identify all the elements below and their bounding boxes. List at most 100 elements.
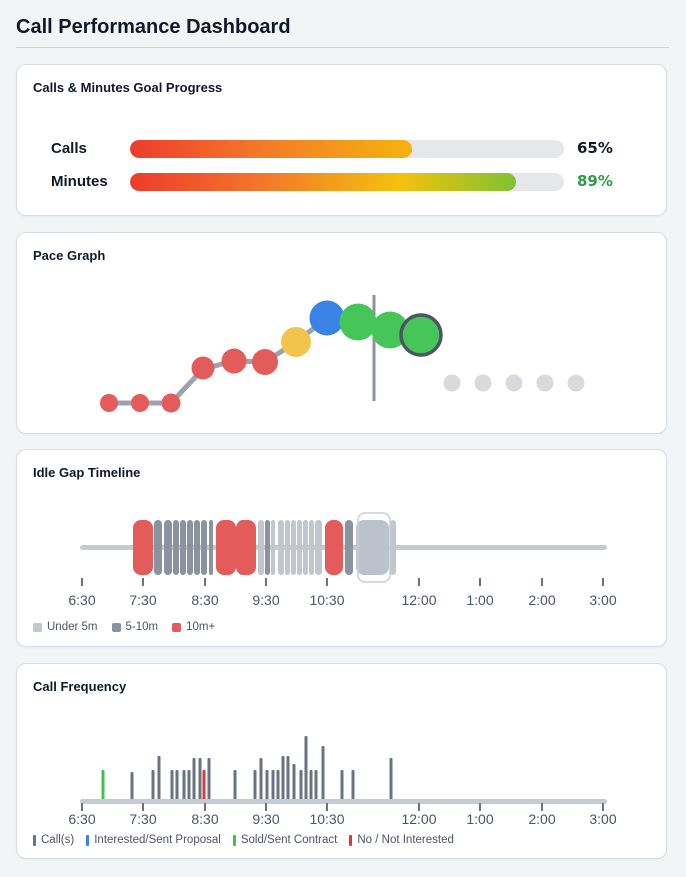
pace-graph-card: Pace Graph xyxy=(16,232,667,434)
legend-sold: Sold/Sent Contract xyxy=(232,834,338,846)
pace-point xyxy=(221,348,247,374)
idle-gap-segment xyxy=(265,520,270,575)
idle-gap-segment xyxy=(285,520,290,575)
idle-gap-segment xyxy=(164,520,172,575)
call-bar xyxy=(351,770,355,800)
axis-tick-label: 8:30 xyxy=(191,592,218,608)
call-frequency-legend: Call(s) Interested/Sent Proposal Sold/Se… xyxy=(33,834,454,846)
call-bar xyxy=(276,770,280,800)
minutes-label: Minutes xyxy=(51,173,108,190)
pace-point-future xyxy=(536,374,554,392)
axis-tick-label: 3:00 xyxy=(589,592,616,608)
pace-point xyxy=(161,393,181,413)
minutes-progress-fill xyxy=(130,173,517,191)
minutes-percent: 89% xyxy=(577,172,613,190)
legend-label: No / Not Interested xyxy=(357,834,454,846)
legend-5-10m: 5-10m xyxy=(111,621,158,633)
legend-swatch xyxy=(33,622,42,632)
axis-tick-label: 10:30 xyxy=(309,811,344,827)
pace-point xyxy=(100,394,118,412)
frequency-baseline xyxy=(80,799,607,804)
call-bar xyxy=(309,770,313,800)
call-bar xyxy=(265,770,269,800)
axis-tick-label: 1:00 xyxy=(466,592,493,608)
goal-progress-card: Calls & Minutes Goal Progress Calls 65% … xyxy=(16,64,667,216)
axis-tick-label: 9:30 xyxy=(252,592,279,608)
axis-tick-label: 8:30 xyxy=(191,811,218,827)
axis-tick-label: 3:00 xyxy=(589,811,616,827)
idle-gap-card: Idle Gap Timeline 6:30 7:30 8:30 9:30 10:30 1… xyxy=(16,449,667,647)
idle-gap-segment xyxy=(271,520,275,575)
call-bar xyxy=(314,770,318,800)
minutes-progress-track xyxy=(130,173,564,191)
axis-tick-label: 2:00 xyxy=(528,592,555,608)
axis-tick-label: 10:30 xyxy=(309,592,344,608)
axis-tick-label: 9:30 xyxy=(252,811,279,827)
idle-gap-segment xyxy=(187,520,193,575)
call-bar xyxy=(271,770,275,800)
legend-under-5m: Under 5m xyxy=(33,621,98,633)
idle-gap-segment xyxy=(209,520,213,575)
idle-gap-segment xyxy=(356,520,389,575)
call-bar xyxy=(151,770,155,800)
idle-gap-segment xyxy=(194,520,200,575)
call-bar xyxy=(202,770,206,800)
pace-graph-svg xyxy=(100,295,585,413)
pace-point-future xyxy=(505,374,523,392)
legend-swatch xyxy=(33,834,36,846)
pace-point xyxy=(191,356,215,380)
call-bar xyxy=(130,772,134,800)
idle-gap-segment xyxy=(236,520,256,575)
call-frequency-title: Call Frequency xyxy=(33,679,127,694)
legend-label: Sold/Sent Contract xyxy=(240,834,338,846)
pace-point xyxy=(339,303,377,341)
pace-point-future xyxy=(567,374,585,392)
axis-tick-label: 1:00 xyxy=(466,811,493,827)
call-bar xyxy=(286,756,290,800)
title-divider xyxy=(16,47,669,48)
idle-gap-segment xyxy=(345,520,353,575)
call-bar xyxy=(340,770,344,800)
legend-swatch xyxy=(172,622,182,632)
axis-tick-label: 6:30 xyxy=(68,592,95,608)
call-bar xyxy=(292,764,296,800)
legend-interested: Interested/Sent Proposal xyxy=(86,834,221,846)
call-bar xyxy=(281,756,285,800)
page-title: Call Performance Dashboard xyxy=(16,16,291,38)
axis-tick-label: 12:00 xyxy=(401,811,436,827)
axis-tick-label: 6:30 xyxy=(68,811,95,827)
current-time-highlight xyxy=(357,512,391,583)
idle-gap-segment xyxy=(315,520,322,575)
pace-point-future xyxy=(443,374,461,392)
legend-swatch xyxy=(86,834,90,846)
idle-gap-segment xyxy=(216,520,236,575)
legend-swatch xyxy=(111,622,121,632)
call-bar xyxy=(207,758,211,800)
idle-gap-segment xyxy=(180,520,186,575)
calls-progress-track xyxy=(130,140,564,158)
pace-graph-title: Pace Graph xyxy=(33,248,106,263)
idle-gap-segment xyxy=(278,520,284,575)
idle-gap-segment xyxy=(297,520,302,575)
legend-swatch xyxy=(232,834,236,846)
idle-gap-segment xyxy=(258,520,264,575)
call-bar xyxy=(233,770,237,800)
call-bar xyxy=(170,770,174,800)
call-frequency-svg: 6:30 7:30 8:30 9:30 10:30 12:00 1:00 2:00 3:00 xyxy=(68,736,617,827)
idle-gap-segment xyxy=(309,520,314,575)
idle-gap-segment xyxy=(390,520,396,575)
idle-gap-segment xyxy=(303,520,308,575)
pace-point-future xyxy=(474,374,492,392)
idle-gap-segment xyxy=(325,520,343,575)
idle-gap-segment xyxy=(201,520,207,575)
call-bar xyxy=(175,770,179,800)
calls-progress-fill xyxy=(130,140,413,158)
idle-gap-svg: 6:30 7:30 8:30 9:30 10:30 12:00 1:00 2:00 3:00 xyxy=(68,512,617,608)
pace-point xyxy=(252,349,278,375)
call-frequency-card: Call Frequency 6:30 7:30 8:30 9:30 10:30 12:0… xyxy=(16,663,667,859)
calls-label: Calls xyxy=(51,140,87,157)
call-bar xyxy=(299,770,303,800)
idle-gap-segment xyxy=(154,520,162,575)
goal-progress-title: Calls & Minutes Goal Progress xyxy=(33,80,223,95)
idle-gap-legend: Under 5m 5-10m 10m+ xyxy=(33,621,215,633)
